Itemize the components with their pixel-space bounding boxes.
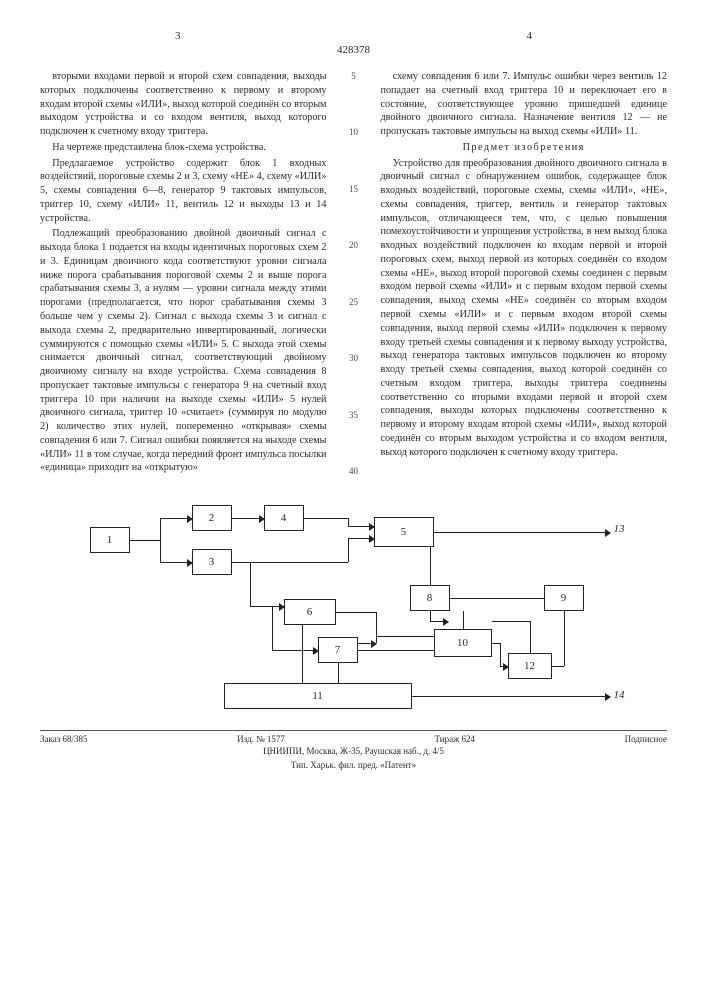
output-13-label: 13	[614, 523, 625, 535]
print-run: Тираж 624	[434, 734, 475, 744]
publisher-line: ЦНИИПИ, Москва, Ж-35, Раушская наб., д. …	[40, 746, 667, 756]
left-p4: Подлежащий преобразованию двойной двоичн…	[40, 227, 327, 475]
block-diagram: 1 2 3 4 5 6 7 8 9 10 11 12 13 14	[74, 495, 634, 720]
right-column: схему совпадения 6 или 7. Импульс ошибки…	[381, 70, 668, 477]
imprint-footer: Заказ 68/385 Изд. № 1577 Тираж 624 Подпи…	[40, 730, 667, 770]
order-number: Заказ 68/385	[40, 734, 88, 744]
two-column-text: вторыми входами первой и второй схем сов…	[40, 70, 667, 477]
block-12: 12	[508, 653, 552, 679]
page-num-left: 3	[175, 30, 181, 42]
edition-number: Изд. № 1577	[237, 734, 285, 744]
block-8: 8	[410, 585, 450, 611]
block-5: 5	[374, 517, 434, 547]
right-p1: схему совпадения 6 или 7. Импульс ошибки…	[381, 70, 668, 139]
block-2: 2	[192, 505, 232, 531]
block-11: 11	[224, 683, 412, 709]
document-number: 428378	[40, 44, 667, 56]
block-6: 6	[284, 599, 336, 625]
left-p1: вторыми входами первой и второй схем сов…	[40, 70, 327, 139]
block-7: 7	[318, 637, 358, 663]
block-9: 9	[544, 585, 584, 611]
block-3: 3	[192, 549, 232, 575]
right-p2: Устройство для преобразования двойного д…	[381, 157, 668, 460]
left-column: вторыми входами первой и второй схем сов…	[40, 70, 327, 477]
signed-label: Подписное	[625, 734, 667, 744]
output-14-label: 14	[614, 689, 625, 701]
block-4: 4	[264, 505, 304, 531]
page-num-right: 4	[527, 30, 533, 42]
left-p3: Предлагаемое устройство содержит блок 1 …	[40, 157, 327, 226]
claims-heading: Предмет изобретения	[381, 141, 668, 155]
block-10: 10	[434, 629, 492, 657]
left-p2: На чертеже представлена блок-схема устро…	[40, 141, 327, 155]
block-1: 1	[90, 527, 130, 553]
printer-line: Тип. Харьк. фил. пред. «Патент»	[40, 760, 667, 770]
line-number-gutter: 5 10 15 20 25 30 35 40	[347, 70, 361, 477]
